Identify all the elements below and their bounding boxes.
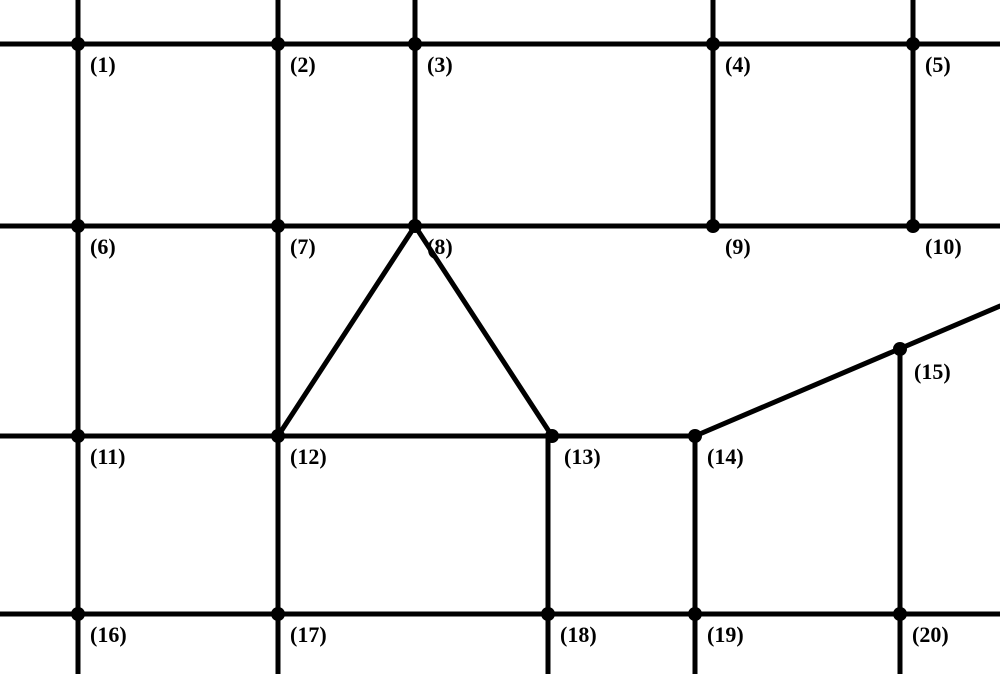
graph-node — [71, 429, 85, 443]
node-label: (8) — [427, 234, 453, 259]
graph-node — [893, 342, 907, 356]
node-label: (11) — [90, 444, 125, 469]
node-label: (9) — [725, 234, 751, 259]
graph-node — [545, 429, 559, 443]
nodes-layer — [71, 37, 920, 621]
node-label: (14) — [707, 444, 744, 469]
graph-node — [906, 37, 920, 51]
graph-node — [71, 219, 85, 233]
graph-node — [271, 429, 285, 443]
graph-line — [695, 306, 1000, 436]
graph-node — [688, 429, 702, 443]
graph-node — [271, 607, 285, 621]
node-label: (3) — [427, 52, 453, 77]
node-label: (16) — [90, 622, 127, 647]
node-label: (20) — [912, 622, 949, 647]
node-label: (6) — [90, 234, 116, 259]
labels-layer: (1) (2) (3) (4) (5) (6) (7) (8) (9) (10) (11) (12) (… — [90, 52, 962, 647]
node-label: (13) — [564, 444, 601, 469]
graph-node — [893, 607, 907, 621]
graph-node — [271, 37, 285, 51]
node-label: (12) — [290, 444, 327, 469]
node-label: (15) — [914, 359, 951, 384]
graph-node — [271, 219, 285, 233]
graph-node — [706, 37, 720, 51]
graph-node — [408, 219, 422, 233]
node-label: (1) — [90, 52, 116, 77]
node-label: (10) — [925, 234, 962, 259]
graph-node — [906, 219, 920, 233]
edges-layer — [0, 0, 1000, 674]
graph-node — [541, 607, 555, 621]
node-label: (7) — [290, 234, 316, 259]
network-diagram: (1) (2) (3) (4) (5) (6) (7) (8) (9) (10) (11) (12) (… — [0, 0, 1000, 674]
node-label: (5) — [925, 52, 951, 77]
node-label: (17) — [290, 622, 327, 647]
graph-node — [688, 607, 702, 621]
node-label: (18) — [560, 622, 597, 647]
graph-node — [408, 37, 422, 51]
graph-node — [71, 37, 85, 51]
node-label: (4) — [725, 52, 751, 77]
graph-node — [71, 607, 85, 621]
node-label: (19) — [707, 622, 744, 647]
node-label: (2) — [290, 52, 316, 77]
graph-node — [706, 219, 720, 233]
